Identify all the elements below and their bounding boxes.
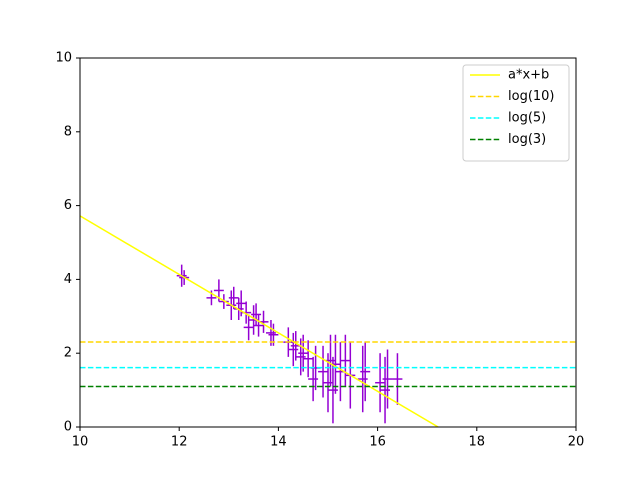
x-tick-label: 10 [72, 435, 89, 450]
x-tick-label: 14 [270, 435, 287, 450]
legend-label: log(3) [508, 132, 546, 147]
legend-label: log(5) [508, 111, 546, 126]
y-tick-label: 6 [64, 198, 72, 213]
legend-label: log(10) [508, 89, 555, 104]
x-tick-label: 20 [568, 435, 585, 450]
x-tick-label: 12 [171, 435, 188, 450]
y-tick-label: 10 [55, 51, 72, 66]
legend-label: a*x+b [508, 68, 549, 83]
y-tick-label: 2 [64, 346, 72, 361]
x-tick-label: 16 [369, 435, 386, 450]
plot-area [80, 215, 576, 427]
y-tick-label: 8 [64, 124, 72, 139]
y-tick-label: 4 [64, 272, 72, 287]
legend: a*x+b log(10) log(5) log(3) [462, 64, 570, 162]
y-tick-label: 0 [64, 420, 72, 435]
legend-box [462, 64, 570, 162]
axes-frame [79, 57, 577, 428]
line [80, 215, 439, 427]
x-tick-label: 18 [469, 435, 486, 450]
